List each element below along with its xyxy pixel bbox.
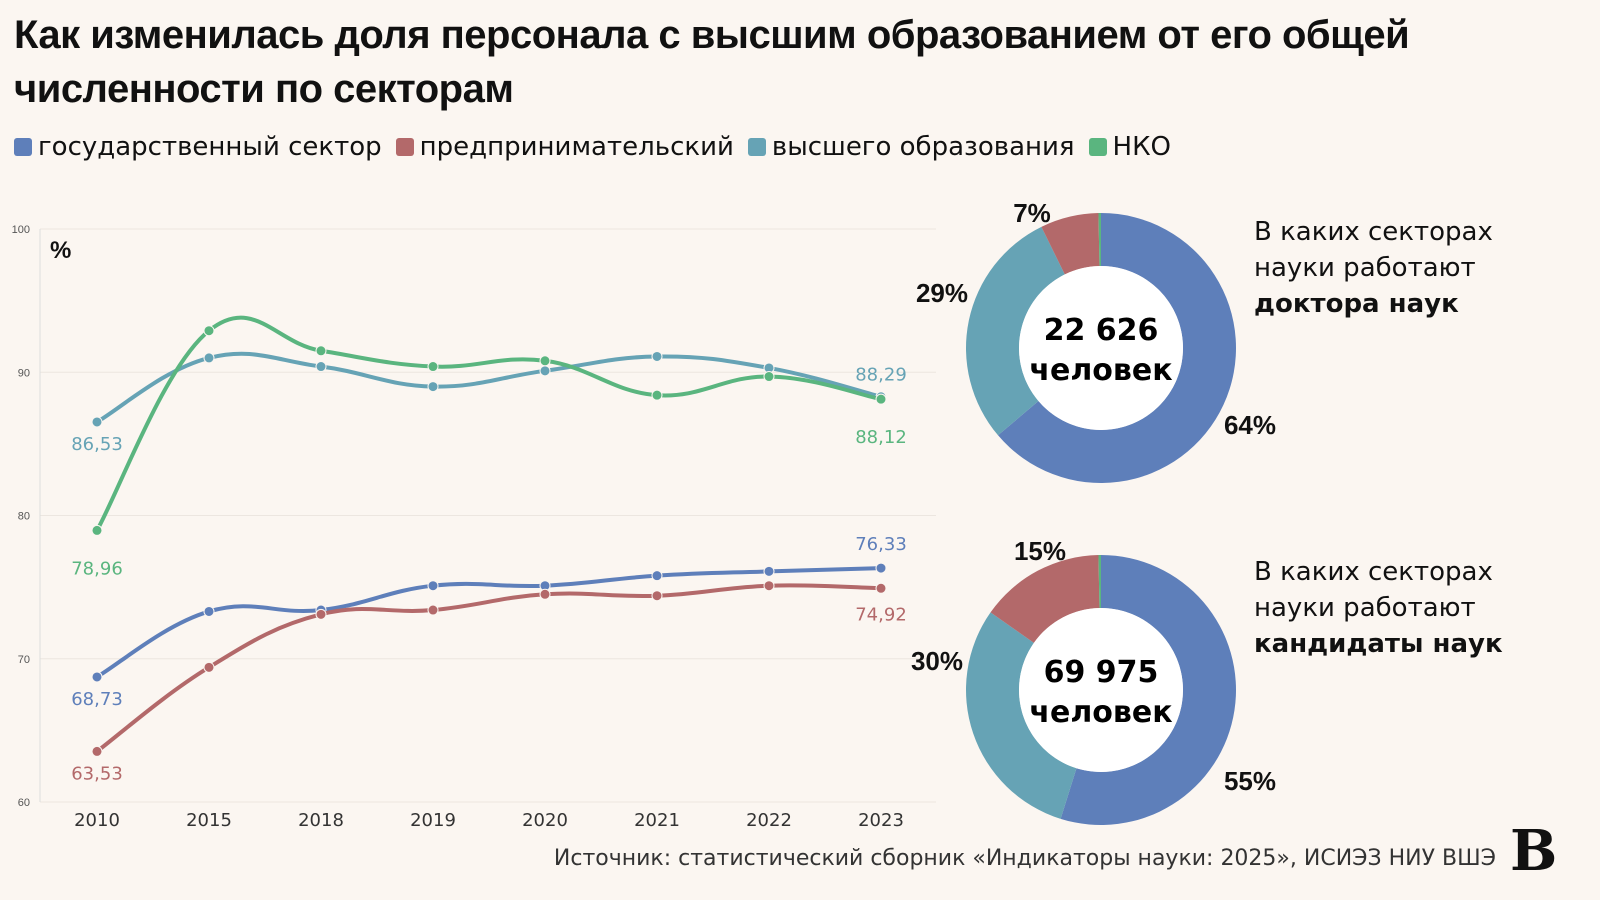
data-label: 86,53: [71, 434, 123, 455]
legend-item-business: предпринимательский: [395, 132, 734, 162]
donut2-title: В каких секторах науки работают кандидат…: [1254, 554, 1503, 662]
legend-label: государственный сектор: [38, 132, 382, 162]
legend-swatch: [395, 138, 414, 156]
data-point: [539, 355, 551, 367]
y-tick-label: 70: [18, 654, 30, 666]
donut-hole: [1019, 608, 1183, 772]
x-tick-label: 2022: [746, 810, 792, 831]
slice-label: 55%: [1224, 766, 1276, 796]
slice-label: 29%: [916, 278, 968, 308]
legend-item-higher-ed: высшего образования: [747, 132, 1075, 162]
data-point: [763, 580, 775, 592]
donut-center-unit: человек: [1029, 353, 1172, 388]
slice-label: 7%: [1013, 198, 1051, 228]
donut-slice: [966, 226, 1065, 436]
x-tick-label: 2021: [634, 810, 680, 831]
data-point: [427, 361, 439, 373]
data-point: [315, 345, 327, 357]
y-tick-label: 60: [18, 797, 30, 809]
slice-label: 64%: [1224, 410, 1276, 440]
data-point: [315, 361, 327, 373]
donut-slice: [998, 213, 1236, 484]
source-note: Источник: статистический сборник «Индика…: [553, 846, 1496, 871]
y-tick-label: 100: [12, 224, 30, 236]
donut-slice: [965, 612, 1077, 819]
x-tick-label: 2023: [858, 810, 904, 831]
donut-hole: [1019, 266, 1183, 430]
data-point: [875, 582, 887, 594]
data-point: [875, 562, 887, 574]
data-label: 74,92: [855, 604, 907, 625]
donut-slice: [1060, 555, 1237, 825]
data-point: [539, 365, 551, 377]
legend-label: НКО: [1112, 132, 1172, 162]
legend-label: предпринимательский: [419, 132, 734, 162]
donut1-title-line: науки работают: [1254, 253, 1476, 283]
series-line: [95, 583, 883, 754]
x-tick-label: 2020: [522, 810, 568, 831]
donut2-title-line: В каких секторах: [1254, 557, 1493, 587]
legend-swatch: [1088, 138, 1107, 156]
data-point: [539, 588, 551, 600]
data-point: [763, 565, 775, 577]
data-point: [203, 325, 215, 337]
data-point: [651, 389, 663, 401]
donut-slice: [1041, 213, 1100, 275]
data-label: 63,53: [71, 763, 123, 784]
donut-slice: [1098, 555, 1101, 609]
donut1-title-bold: доктора наук: [1254, 289, 1459, 319]
legend: государственный сектор предпринимательск…: [14, 132, 1171, 162]
data-point: [875, 393, 887, 405]
legend-swatch: [14, 138, 32, 156]
legend-item-nko: НКО: [1088, 132, 1172, 162]
data-point: [651, 570, 663, 582]
legend-item-gov: государственный сектор: [14, 132, 382, 162]
data-point: [763, 371, 775, 383]
data-point: [203, 661, 215, 673]
x-tick-label: 2010: [74, 810, 120, 831]
data-point: [91, 745, 103, 757]
donut-slice: [990, 555, 1100, 643]
data-point: [427, 381, 439, 393]
x-tick-label: 2019: [410, 810, 456, 831]
donut-center-value: 69 975: [1044, 655, 1159, 690]
donut-slice: [1098, 213, 1101, 267]
data-point: [203, 605, 215, 617]
slice-label: 15%: [1014, 536, 1066, 566]
data-point: [315, 608, 327, 620]
data-point: [91, 524, 103, 536]
slice-label: 30%: [911, 646, 963, 676]
donut1-title-line: В каких секторах: [1254, 217, 1493, 247]
data-point: [651, 350, 663, 362]
y-axis-unit: %: [50, 237, 71, 264]
data-point: [91, 671, 103, 683]
vedomosti-logo: В: [1510, 818, 1558, 884]
data-point: [651, 590, 663, 602]
legend-label: высшего образования: [771, 132, 1075, 162]
chart-title: Как изменилась доля персонала с высшим о…: [14, 13, 1410, 111]
donut2-title-bold: кандидаты наук: [1254, 629, 1503, 659]
data-label: 88,12: [855, 427, 907, 448]
data-point: [427, 580, 439, 592]
y-tick-label: 90: [18, 367, 30, 379]
donut1-title: В каких секторах науки работают доктора …: [1254, 214, 1493, 322]
legend-swatch: [747, 138, 766, 156]
donut-center-value: 22 626: [1044, 313, 1159, 348]
donut2-title-line: науки работают: [1254, 593, 1476, 623]
donut-center-unit: человек: [1029, 695, 1172, 730]
data-label: 78,96: [71, 558, 123, 579]
data-point: [203, 352, 215, 364]
y-tick-label: 80: [18, 511, 30, 523]
data-label: 68,73: [71, 689, 123, 710]
data-point: [91, 416, 103, 428]
x-tick-label: 2015: [186, 810, 232, 831]
data-point: [427, 604, 439, 616]
series-line: [95, 315, 883, 533]
data-label: 76,33: [855, 534, 907, 555]
x-tick-label: 2018: [298, 810, 344, 831]
data-label: 88,29: [855, 365, 907, 386]
